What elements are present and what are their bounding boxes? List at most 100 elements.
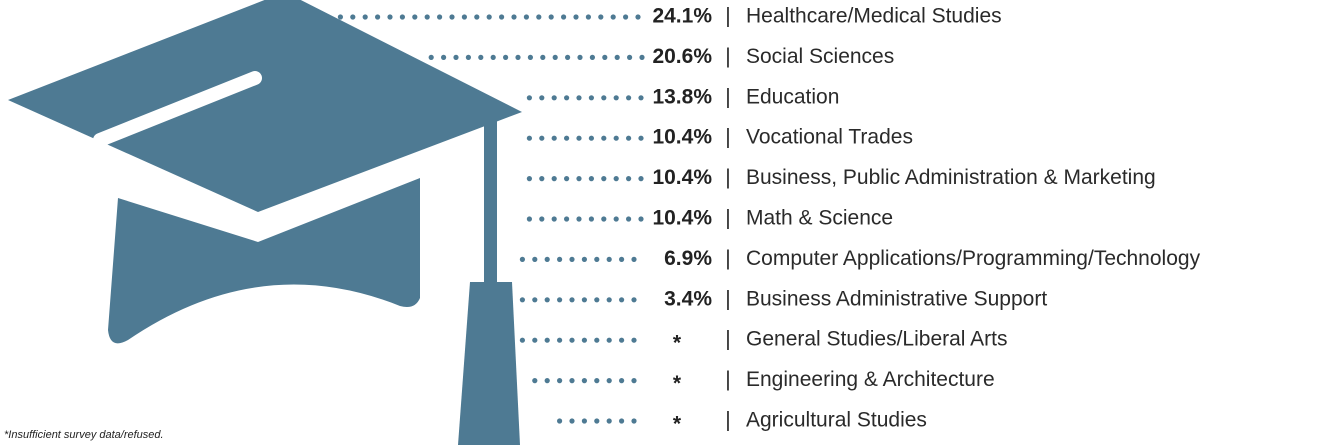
- graduation-cap-icon: [8, 0, 522, 445]
- cap-highlight: [93, 71, 262, 147]
- leader-dot: [601, 95, 607, 101]
- value-label: *: [673, 413, 682, 436]
- value-label: 10.4%: [652, 126, 712, 149]
- leader-dot: [576, 216, 582, 222]
- value-label: 10.4%: [652, 207, 712, 230]
- leader-dot: [569, 256, 575, 262]
- leader-dot: [526, 176, 533, 182]
- separator: |: [725, 85, 730, 108]
- separator: |: [725, 247, 730, 270]
- leader-dot: [412, 14, 418, 20]
- leader-dot: [594, 378, 600, 384]
- leader-dot: [606, 418, 612, 424]
- leader-dot: [626, 135, 632, 141]
- leader-dot: [581, 378, 588, 384]
- leader-dot: [613, 216, 619, 222]
- category-label: Computer Applications/Programming/Techno…: [746, 247, 1201, 270]
- leader-dot: [569, 337, 575, 343]
- leader-dot: [527, 54, 534, 61]
- leader-dot: [557, 378, 563, 384]
- leader-dot: [576, 95, 582, 101]
- value-label: 10.4%: [652, 166, 712, 189]
- leader-dot: [523, 14, 530, 20]
- leader-dot: [619, 418, 625, 424]
- leader-dot: [526, 95, 533, 101]
- leader-dot: [499, 14, 505, 20]
- leader-dot: [519, 256, 526, 262]
- separator: |: [725, 409, 730, 432]
- leader-dot: [631, 256, 637, 262]
- leader-dot: [581, 297, 588, 303]
- leader-dot: [569, 418, 575, 424]
- leader-dot: [532, 337, 538, 343]
- leader-dot: [544, 378, 550, 384]
- value-label: 24.1%: [652, 5, 712, 28]
- leader-dot: [601, 135, 607, 141]
- leader-dot: [589, 54, 596, 61]
- leader-dot: [544, 337, 550, 343]
- tassel-cord: [484, 118, 497, 288]
- leader-dot: [638, 95, 644, 101]
- leader-dot: [623, 14, 629, 20]
- leader-dot: [519, 297, 526, 303]
- leader-dot: [428, 54, 434, 61]
- category-label: Healthcare/Medical Studies: [746, 5, 1002, 28]
- leader-dot: [539, 176, 545, 182]
- value-label: 3.4%: [664, 287, 712, 310]
- leader-dot: [486, 14, 492, 20]
- leader-dot: [588, 135, 595, 141]
- leader-dot: [626, 176, 632, 182]
- leader-dot: [581, 418, 588, 424]
- leader-dot: [564, 95, 570, 101]
- leader-dot: [613, 176, 619, 182]
- leader-dot: [465, 54, 471, 61]
- leader-dot: [551, 216, 557, 222]
- leader-dot: [577, 54, 583, 61]
- leader-dot: [362, 14, 368, 20]
- leader-dot: [635, 14, 641, 20]
- leader-dot: [526, 216, 533, 222]
- leader-dot: [639, 54, 645, 61]
- leader-dot: [375, 14, 381, 20]
- leader-dot: [399, 14, 405, 20]
- leader-dot: [337, 14, 343, 20]
- leader-dot: [441, 54, 447, 61]
- leader-dot: [626, 216, 632, 222]
- leader-dot: [619, 256, 625, 262]
- leader-dot: [437, 14, 443, 20]
- leader-dot: [557, 418, 563, 424]
- tassel: [458, 282, 520, 445]
- category-label: Business, Public Administration & Market…: [746, 166, 1156, 189]
- leader-dot: [576, 176, 582, 182]
- leader-dot: [631, 297, 637, 303]
- leader-dot: [540, 54, 546, 61]
- leader-dot: [606, 378, 612, 384]
- value-label: *: [673, 372, 682, 395]
- separator: |: [725, 126, 730, 149]
- leader-dot: [569, 378, 575, 384]
- leader-dot: [544, 256, 550, 262]
- leader-dot: [511, 14, 517, 20]
- leader-dot: [561, 14, 567, 20]
- leader-dot: [557, 297, 563, 303]
- leader-dot: [601, 216, 607, 222]
- leader-dot: [474, 14, 480, 20]
- leader-dot: [576, 135, 582, 141]
- category-label: Education: [746, 85, 839, 108]
- value-label: 13.8%: [652, 85, 712, 108]
- leader-dot: [588, 216, 595, 222]
- leader-dot: [619, 378, 625, 384]
- leader-dot: [598, 14, 604, 20]
- leader-dot: [638, 216, 644, 222]
- leader-dot: [588, 176, 595, 182]
- separator: |: [725, 368, 730, 391]
- leader-dot: [557, 256, 563, 262]
- leader-dot: [519, 337, 526, 343]
- leader-dot: [565, 54, 571, 61]
- value-label: 20.6%: [652, 45, 712, 68]
- separator: |: [725, 287, 730, 310]
- leader-dot: [602, 54, 608, 61]
- separator: |: [725, 45, 730, 68]
- leader-dot: [573, 14, 579, 20]
- leader-dot: [387, 14, 393, 20]
